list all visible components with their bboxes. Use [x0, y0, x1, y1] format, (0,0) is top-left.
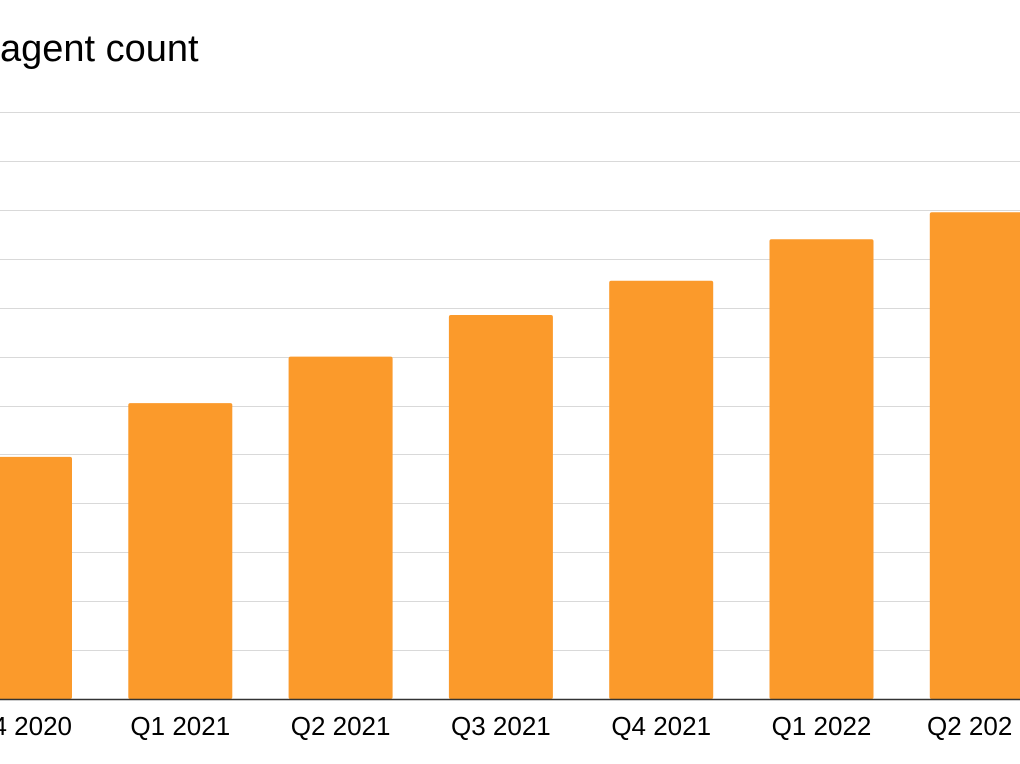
- x-tick-label: Q4 2021: [611, 711, 711, 741]
- x-tick-label: 4 2020: [0, 711, 72, 741]
- x-tick-label: Q3 2021: [451, 711, 551, 741]
- bars: [0, 212, 1020, 699]
- x-tick-label: Q2 2021: [291, 711, 391, 741]
- bar-q4-2020: [0, 456, 72, 699]
- x-tick-label: Q1 2022: [772, 711, 872, 741]
- bar-q4-2021: [609, 280, 714, 699]
- x-tick-label: Q1 2021: [130, 711, 230, 741]
- chart-title: agent count: [0, 28, 199, 70]
- bar-q1-2022: [769, 239, 874, 699]
- bar-q1-2021: [128, 403, 233, 699]
- bar-q3-2021: [448, 315, 553, 699]
- x-tick-label: Q2 202: [927, 711, 1012, 741]
- bar-q2-2022: [929, 212, 1020, 699]
- bar-q2-2021: [288, 356, 393, 699]
- x-tick-labels: 4 2020 Q1 2021 Q2 2021 Q3 2021 Q4 2021 Q1 202…: [0, 711, 1012, 741]
